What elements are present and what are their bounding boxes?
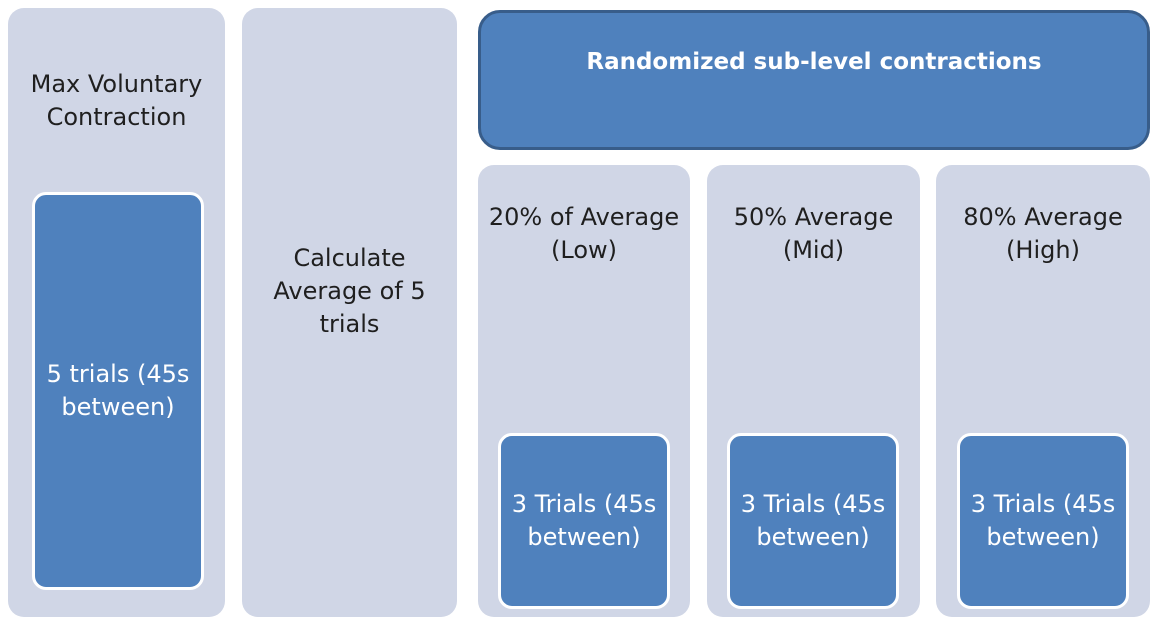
inner-box: 5 trials (45s between) [32, 192, 204, 590]
inner-box: 3 Trials (45s between) [957, 433, 1129, 609]
column-label: 80% Average (High) [963, 203, 1123, 264]
column: 80% Average (High) 3 Trials (45s between… [936, 165, 1150, 617]
column: 20% of Average (Low) 3 Trials (45s betwe… [478, 165, 690, 617]
column-label: 20% of Average (Low) [488, 203, 680, 264]
column: Calculate Average of 5 trials [242, 8, 457, 617]
banner: Randomized sub-level contractions [478, 10, 1150, 150]
column-label: Max Voluntary Contraction [30, 70, 203, 131]
column: Max Voluntary Contraction 5 trials (45s … [8, 8, 225, 617]
inner-box: 3 Trials (45s between) [498, 433, 670, 609]
column-label: 50% Average (Mid) [733, 203, 894, 264]
inner-box: 3 Trials (45s between) [727, 433, 899, 609]
column: 50% Average (Mid) 3 Trials (45s between) [707, 165, 920, 617]
column-label: Calculate Average of 5 trials [273, 244, 426, 338]
